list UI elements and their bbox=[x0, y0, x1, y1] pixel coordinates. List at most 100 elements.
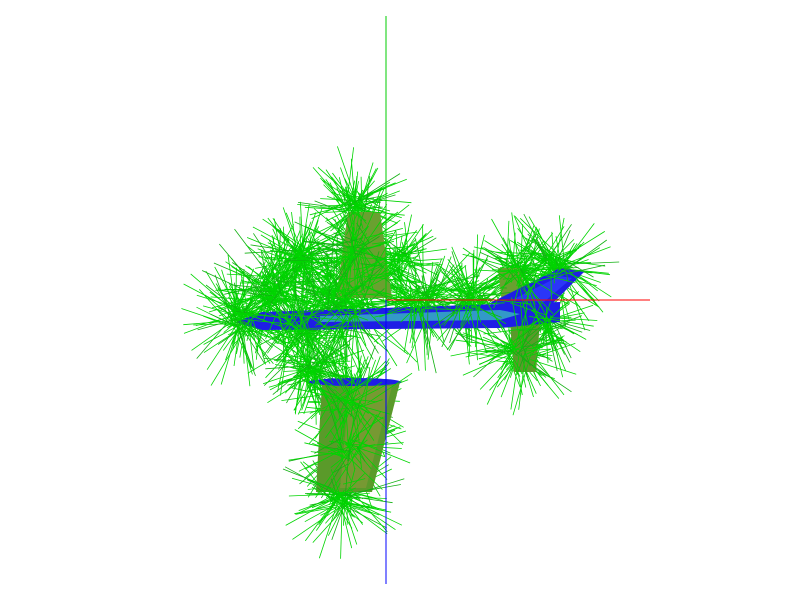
normal-vector bbox=[518, 352, 526, 410]
normal-vector bbox=[210, 329, 245, 386]
normal-vector bbox=[285, 291, 289, 318]
normal-vector bbox=[333, 498, 363, 524]
normal-vector bbox=[320, 177, 346, 208]
normal-vector bbox=[353, 209, 405, 216]
normal-vector bbox=[273, 265, 290, 290]
normal-vector bbox=[425, 296, 427, 310]
normal-vector bbox=[416, 275, 480, 290]
normal-vector bbox=[494, 258, 550, 260]
normal-vector bbox=[563, 259, 594, 278]
normal-vector bbox=[459, 333, 522, 351]
normal-vector bbox=[217, 287, 239, 321]
normal-vector bbox=[481, 323, 518, 357]
normal-vector bbox=[353, 215, 359, 249]
normal-vectors-back bbox=[183, 146, 620, 559]
normal-vector bbox=[516, 260, 522, 272]
normal-vector bbox=[285, 260, 300, 299]
normal-vector bbox=[294, 368, 309, 411]
normal-vector bbox=[320, 502, 347, 516]
normal-vector bbox=[541, 321, 553, 329]
normal-vector bbox=[319, 494, 342, 524]
normal-vector bbox=[360, 442, 411, 464]
normal-vector bbox=[305, 258, 336, 311]
normal-vector bbox=[540, 322, 543, 333]
normal-vector bbox=[310, 372, 323, 396]
normal-vector bbox=[255, 324, 299, 348]
normal-vector bbox=[244, 249, 302, 254]
normal-vector bbox=[232, 313, 265, 364]
normal-vector bbox=[311, 380, 319, 401]
normal-vector bbox=[340, 402, 365, 417]
normal-vector bbox=[455, 339, 506, 348]
normal-vector bbox=[511, 297, 522, 349]
normal-vector bbox=[270, 259, 303, 271]
normal-vector bbox=[506, 220, 510, 267]
normal-vector bbox=[308, 248, 323, 258]
normal-vector bbox=[519, 260, 535, 272]
normal-vector bbox=[502, 349, 515, 365]
normal-vector bbox=[513, 272, 554, 315]
normal-vector bbox=[306, 263, 308, 298]
normal-vector bbox=[313, 360, 351, 364]
normal-vector bbox=[565, 259, 589, 268]
normal-vector bbox=[523, 346, 542, 350]
normal-vector bbox=[206, 320, 240, 370]
normal-vector bbox=[505, 320, 538, 349]
normal-vector bbox=[286, 259, 311, 261]
normal-vector bbox=[292, 505, 342, 540]
normal-vector bbox=[316, 331, 329, 384]
normal-vector bbox=[469, 258, 517, 291]
normal-vector bbox=[387, 267, 394, 278]
normal-vector bbox=[517, 322, 569, 354]
normal-vector bbox=[335, 503, 344, 516]
normal-vector bbox=[426, 291, 429, 356]
normal-vector bbox=[297, 364, 321, 415]
normal-vector bbox=[552, 249, 565, 262]
normal-vector bbox=[354, 251, 394, 277]
normal-vector bbox=[392, 256, 404, 294]
normal-vector bbox=[252, 320, 266, 365]
normal-vector bbox=[235, 330, 280, 333]
normal-vector bbox=[443, 291, 470, 327]
normal-vector bbox=[218, 292, 284, 317]
normal-vector bbox=[560, 241, 585, 266]
normal-vector bbox=[345, 298, 351, 309]
normal-vector bbox=[306, 478, 349, 497]
normal-vector bbox=[274, 359, 310, 366]
normal-vector bbox=[515, 351, 547, 378]
normal-vector bbox=[522, 267, 536, 283]
normal-vector bbox=[339, 500, 385, 512]
normal-vector bbox=[332, 463, 349, 474]
normal-vector bbox=[341, 289, 364, 303]
normal-vector bbox=[293, 258, 329, 280]
normal-vector bbox=[355, 204, 387, 213]
stabilizer-lower bbox=[510, 322, 540, 372]
normal-vector bbox=[309, 369, 338, 378]
normal-vector bbox=[524, 237, 553, 253]
normal-vector bbox=[405, 291, 422, 300]
normal-vector bbox=[516, 265, 556, 277]
normal-vector bbox=[418, 284, 427, 312]
normal-vector bbox=[355, 258, 361, 278]
normal-vector bbox=[283, 257, 298, 263]
normal-vector bbox=[474, 302, 482, 323]
normal-vector bbox=[464, 304, 470, 325]
normal-vector bbox=[500, 345, 515, 371]
normal-vector bbox=[516, 269, 568, 302]
normal-vector bbox=[348, 449, 351, 462]
normal-vector bbox=[358, 206, 383, 209]
normal-vector bbox=[325, 217, 353, 250]
normal-vector bbox=[359, 213, 387, 252]
normal-vector bbox=[299, 212, 317, 262]
normal-vector bbox=[275, 333, 295, 344]
normal-vector bbox=[337, 307, 349, 340]
normal-vector bbox=[332, 502, 343, 522]
normal-vector bbox=[352, 416, 384, 438]
normal-vector bbox=[345, 402, 349, 445]
normal-vector bbox=[265, 365, 310, 370]
normal-vector bbox=[274, 227, 304, 252]
normal-vector bbox=[407, 237, 437, 256]
normal-vector bbox=[339, 353, 361, 395]
